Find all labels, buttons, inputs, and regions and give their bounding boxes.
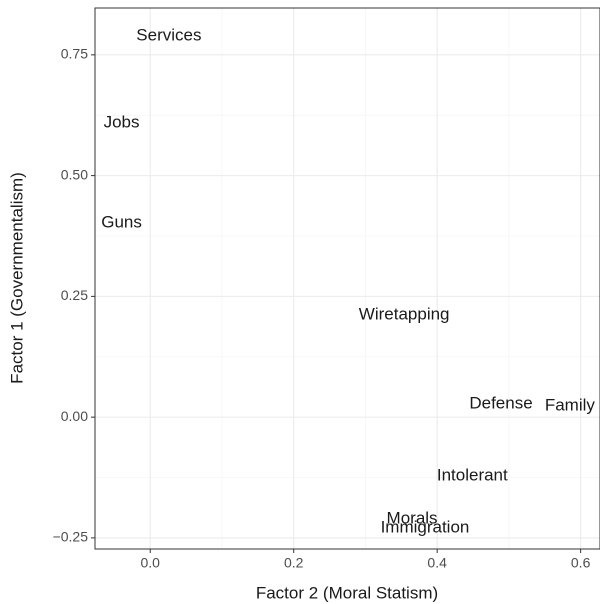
point-label: Immigration: [381, 518, 470, 537]
y-tick-label: 0.50: [61, 166, 88, 182]
y-tick-label: 0.75: [61, 46, 88, 62]
point-label: Defense: [469, 394, 532, 413]
x-tick-label: 0.6: [571, 555, 591, 571]
point-label: Family: [545, 396, 596, 415]
x-axis-title: Factor 2 (Moral Statism): [256, 583, 438, 602]
point-label: Intolerant: [437, 466, 508, 485]
panel-border: [94, 7, 600, 550]
point-label: Guns: [101, 212, 142, 231]
plot-area: Services Jobs Guns Wiretapping Defense Family…: [95, 8, 600, 549]
point-label: Wiretapping: [359, 305, 450, 324]
x-tick-label: 0.2: [284, 555, 304, 571]
y-tick-label: −0.25: [53, 529, 89, 545]
point-label: Services: [136, 26, 201, 45]
y-tick-label: 0.00: [61, 408, 88, 424]
y-tick-label: 0.25: [61, 287, 88, 303]
x-tick-label: 0.0: [141, 555, 161, 571]
x-tick-label: 0.4: [427, 555, 447, 571]
y-axis-title: Factor 1 (Governmentalism): [7, 172, 26, 384]
point-label: Jobs: [104, 112, 140, 131]
point-label: Morals: [387, 509, 438, 528]
